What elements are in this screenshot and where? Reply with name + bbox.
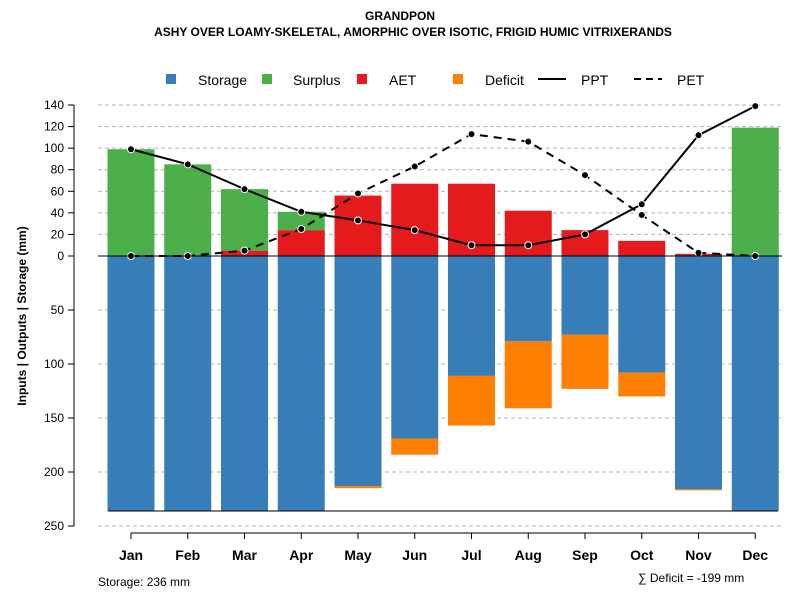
y-tick-label: 250 (44, 519, 64, 533)
pet-line (131, 133, 756, 257)
deficit-bar (504, 341, 552, 409)
pet-point (240, 246, 249, 255)
y-tick-label: 150 (44, 411, 64, 425)
legend-label: AET (389, 72, 417, 88)
chart-subtitle: ASHY OVER LOAMY-SKELETAL, AMORPHIC OVER … (154, 25, 672, 39)
pet-point (581, 171, 589, 180)
ppt-point (127, 145, 135, 154)
y-tick-label: 120 (44, 120, 64, 134)
legend-label: Deficit (485, 72, 524, 88)
pet-point (467, 130, 476, 139)
surplus-bar (277, 211, 325, 231)
bars (107, 127, 779, 511)
ppt-point (751, 102, 760, 111)
ppt-point (297, 207, 306, 216)
storage-bar (675, 256, 722, 490)
storage-bar (561, 256, 609, 335)
ppt-line (130, 105, 756, 247)
x-tick-label: Mar (232, 547, 257, 563)
chart-title: GRANDPON (365, 9, 435, 23)
x-tick-label: Aug (515, 547, 542, 563)
storage-bar (618, 256, 666, 373)
ppt-point (694, 131, 703, 140)
gridlines (98, 104, 782, 527)
x-tick-label: Jul (461, 547, 481, 563)
y-tick-label: 100 (44, 141, 64, 155)
legend-label: PET (677, 72, 705, 88)
pet-point (524, 137, 533, 146)
ppt-point (467, 241, 476, 250)
x-tick-label: Jan (119, 547, 143, 563)
y-tick-label: 200 (44, 465, 64, 479)
legend-swatch (166, 74, 176, 84)
deficit-footer: ∑ Deficit = -199 mm (638, 571, 744, 585)
ppt-point (410, 226, 419, 235)
storage-bar (504, 256, 552, 342)
ppt-point (240, 185, 249, 194)
x-tick-label: Feb (175, 547, 200, 563)
deficit-bar (675, 489, 722, 491)
storage-bar (221, 256, 268, 511)
surplus-bar (107, 149, 155, 256)
deficit-bar (448, 375, 495, 426)
deficit-bar (334, 486, 382, 489)
pet-point (297, 225, 306, 234)
surplus-bar (164, 164, 212, 256)
deficit-bar (391, 438, 439, 455)
aet-bar (391, 183, 439, 256)
storage-bar (164, 256, 212, 511)
x-tick-label: Sep (572, 547, 598, 563)
legend: Storage Surplus AET Deficit PPT PET (166, 72, 705, 88)
legend-label: PPT (581, 72, 609, 88)
storage-bar (334, 256, 382, 487)
pet-point (637, 211, 646, 220)
legend-swatch (357, 74, 367, 84)
y-tick-label: 20 (51, 227, 65, 241)
pet-point (410, 162, 419, 171)
legend-swatch (453, 74, 463, 84)
y-axis-label: Inputs | Outputs | Storage (mm) (15, 226, 29, 405)
surplus-bar (731, 127, 779, 257)
ppt-point (524, 241, 533, 250)
legend-label: Surplus (293, 72, 340, 88)
y-tick-label: 80 (51, 163, 65, 177)
x-tick-label: Nov (685, 547, 712, 563)
aet-bar (277, 230, 325, 256)
ppt-point (354, 216, 362, 225)
aet-bar (334, 195, 382, 256)
x-tick-label: Apr (289, 547, 314, 563)
y-tick-label: 140 (44, 98, 64, 112)
storage-bar (107, 256, 155, 511)
storage-bar (391, 256, 439, 439)
surplus-bar (221, 189, 268, 251)
y-tick-label: 60 (51, 184, 65, 198)
ppt-point (637, 200, 646, 209)
deficit-bar (561, 334, 609, 389)
pet-point (694, 248, 703, 257)
y-tick-label: 0 (57, 249, 64, 263)
ppt-point (183, 160, 192, 169)
storage-footer: Storage: 236 mm (98, 575, 190, 589)
x-tick-label: May (344, 547, 371, 563)
storage-bar (448, 256, 495, 376)
x-tick-label: Oct (630, 547, 654, 563)
aet-bar (618, 240, 666, 256)
y-tick-label: 40 (51, 206, 65, 220)
y-tick-label: 100 (44, 357, 64, 371)
y-tick-label: 50 (51, 303, 65, 317)
pet-point (354, 189, 362, 198)
legend-swatch (262, 74, 272, 84)
deficit-bar (618, 372, 666, 397)
legend-label: Storage (198, 72, 247, 88)
x-tick-label: Jun (402, 547, 427, 563)
storage-bar (277, 256, 325, 511)
storage-bar (731, 256, 779, 511)
ppt-point (581, 230, 589, 239)
x-tick-label: Dec (742, 547, 768, 563)
